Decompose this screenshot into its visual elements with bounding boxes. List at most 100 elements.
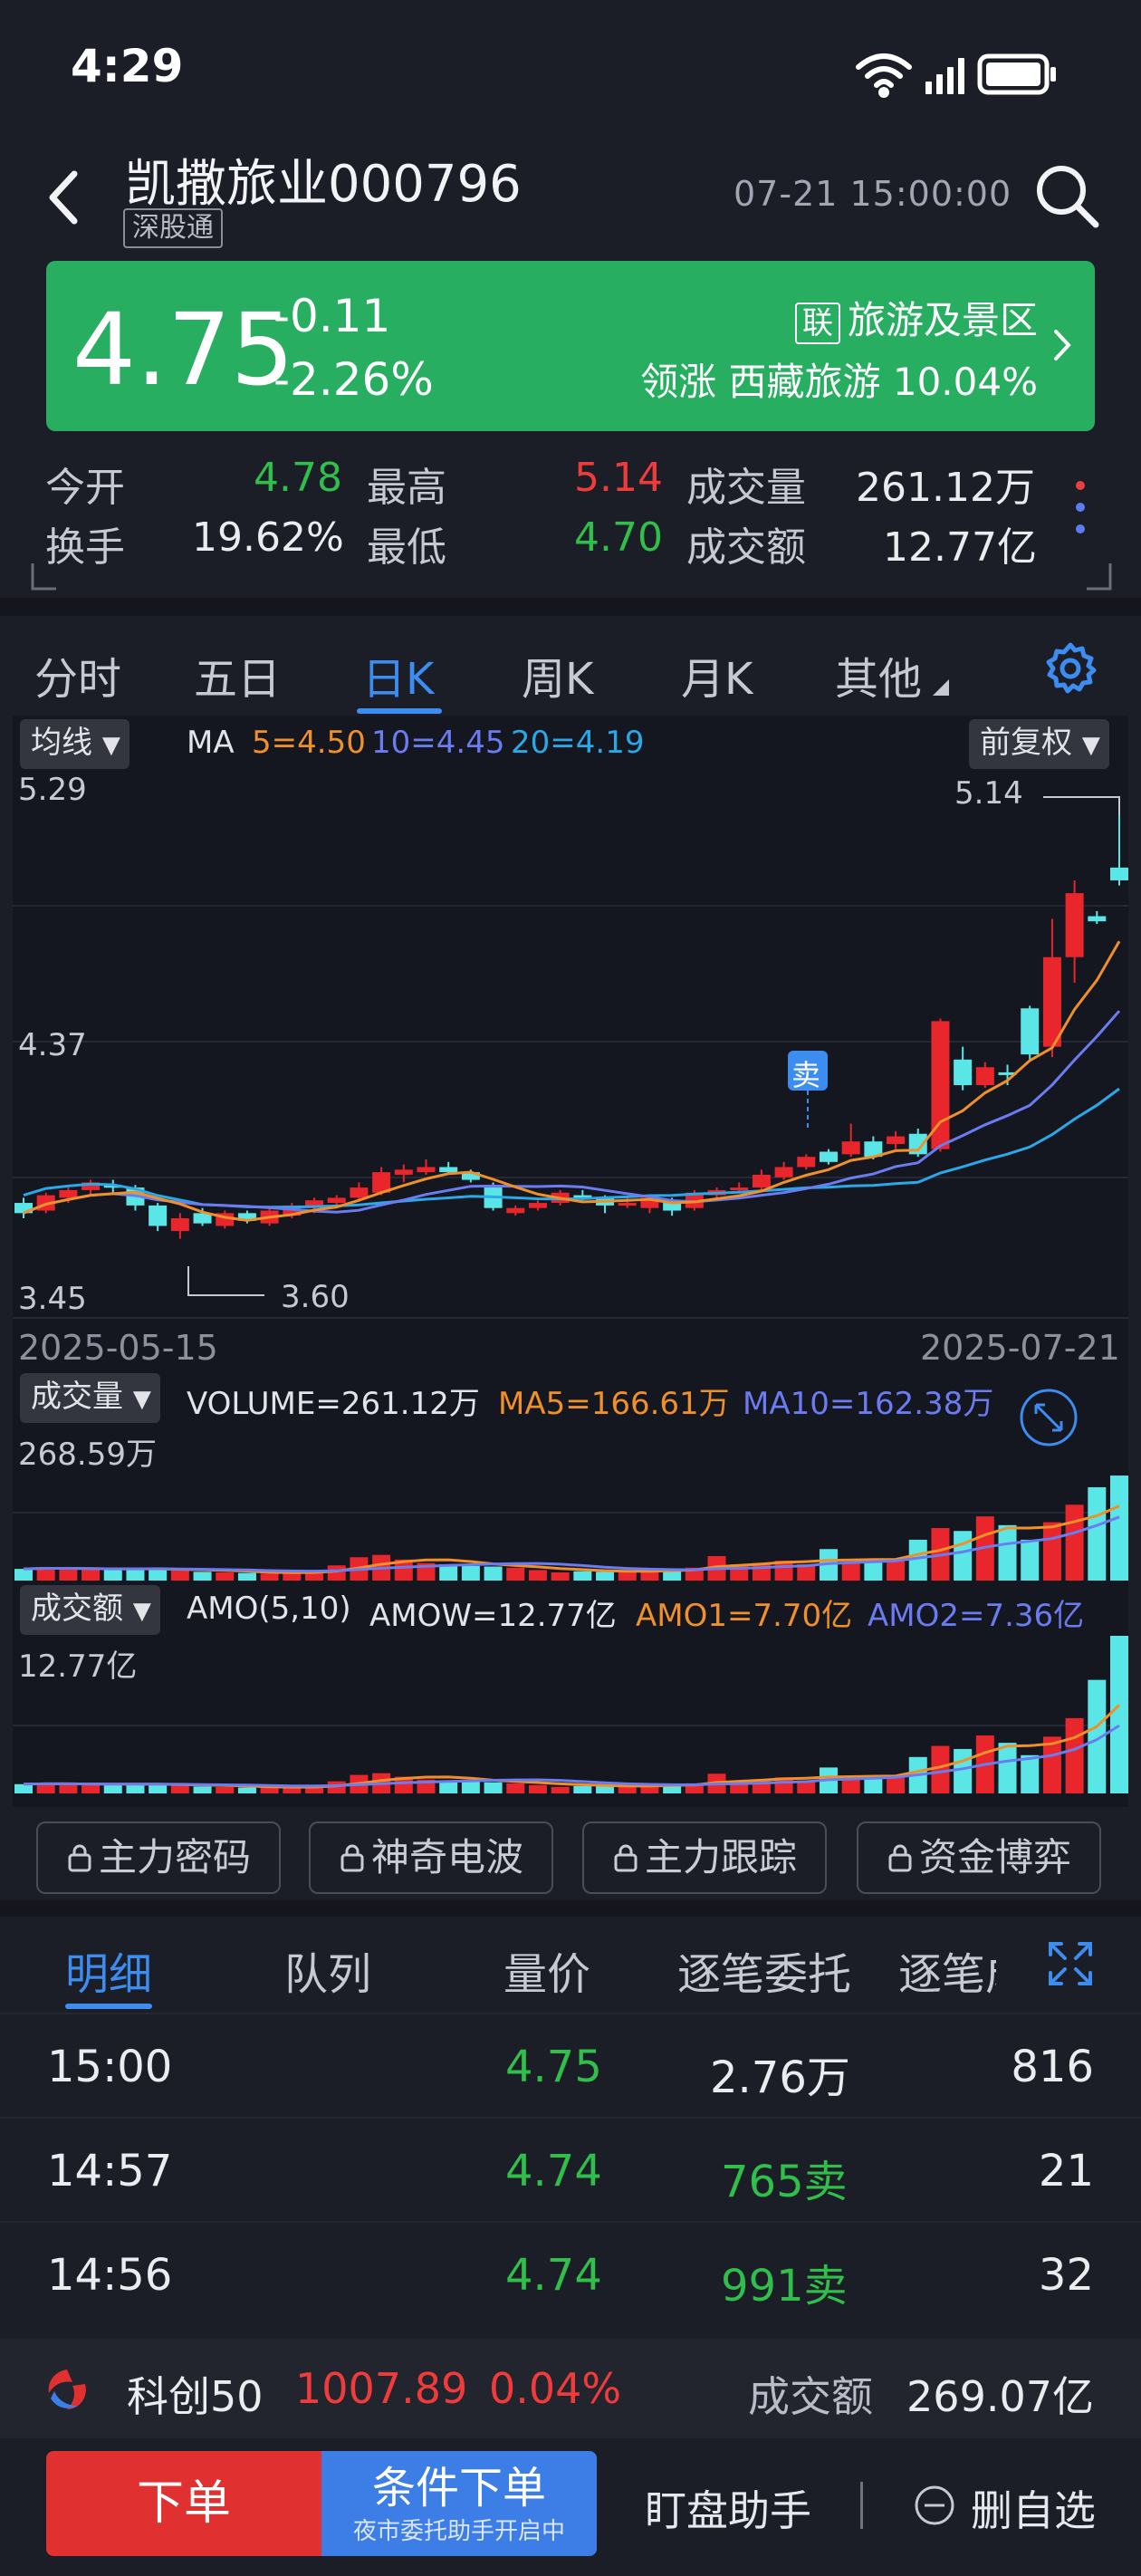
ma-label: MA xyxy=(187,725,235,761)
volume-bar xyxy=(103,1570,122,1581)
volume-bar xyxy=(170,1571,189,1581)
tab-daily-k[interactable]: 日K xyxy=(362,654,435,705)
amount-bar xyxy=(82,1784,101,1793)
volume-bar xyxy=(216,1572,235,1581)
index-logo-icon xyxy=(48,2369,86,2409)
amount-bar xyxy=(1110,1636,1128,1793)
amo1-legend: AMO1=7.70亿 xyxy=(636,1598,853,1634)
candle-body xyxy=(841,1141,860,1155)
signal-icon xyxy=(925,58,964,94)
amount-bar xyxy=(618,1785,637,1793)
index-ticker-bar[interactable]: 科创50 1007.89 0.04% 成交额 269.07亿 xyxy=(0,2339,1141,2438)
volume-bar xyxy=(394,1559,413,1581)
gear-icon[interactable] xyxy=(1043,641,1098,696)
tab-other[interactable]: 其他 xyxy=(835,654,923,705)
volume-bar xyxy=(305,1571,324,1581)
search-icon[interactable] xyxy=(1031,159,1103,232)
status-icons xyxy=(856,53,1056,98)
candle-body xyxy=(14,1203,33,1214)
amount-bar xyxy=(216,1786,235,1793)
tab-intraday[interactable]: 分时 xyxy=(34,654,122,705)
volume-bar xyxy=(797,1563,816,1581)
watch-helper-button[interactable]: 盯盘助手 xyxy=(645,2486,811,2535)
volume-bar xyxy=(82,1569,101,1581)
amount-dropdown[interactable]: 成交额 ▼ xyxy=(20,1585,160,1635)
candle-body xyxy=(461,1172,480,1180)
remove-watchlist-button[interactable]: 删自选 xyxy=(971,2486,1096,2535)
adjust-dropdown[interactable]: 前复权 ▼ xyxy=(969,719,1109,769)
ma10-line xyxy=(23,1010,1121,1215)
section-divider xyxy=(0,598,1141,616)
tab-order-by-order[interactable]: 逐笔委托 xyxy=(677,1949,852,2000)
capital-game-button[interactable]: 资金博弈 xyxy=(857,1821,1101,1894)
index-name: 科创50 xyxy=(127,2372,264,2421)
volume-dropdown[interactable]: 成交量 ▼ xyxy=(20,1373,160,1423)
more-dots-icon[interactable] xyxy=(1074,478,1087,536)
y-axis-mid: 4.37 xyxy=(18,1027,87,1063)
price-change-pct: -2.26% xyxy=(273,353,434,406)
amount-bar xyxy=(394,1776,413,1793)
minus-circle-icon[interactable] xyxy=(913,2484,956,2527)
high-marker: 5.14 xyxy=(954,775,1023,812)
trade-time: 14:56 xyxy=(47,2250,173,2301)
candle-body xyxy=(931,1021,950,1149)
candle-body xyxy=(372,1172,391,1193)
amount-bar xyxy=(797,1780,816,1793)
tab-monthly-k[interactable]: 月K xyxy=(681,654,753,705)
sector-tag: 联 xyxy=(794,303,840,344)
volume-bar xyxy=(14,1569,33,1581)
sector-link[interactable]: 联旅游及景区 xyxy=(794,290,1038,345)
lock-icon xyxy=(68,1844,91,1872)
amount-bar xyxy=(193,1786,212,1793)
candle-body xyxy=(149,1205,168,1226)
conditional-order-sub: 夜市委托助手开启中 xyxy=(352,2518,565,2545)
amount-bar xyxy=(126,1783,145,1793)
date-end: 2025-07-21 xyxy=(920,1328,1120,1368)
volume-bar xyxy=(1088,1486,1107,1581)
tab-trade-by-trade[interactable]: 逐笔成 xyxy=(898,1949,996,2000)
volume-bar xyxy=(59,1568,78,1581)
zoom-icon[interactable] xyxy=(1020,1389,1078,1447)
tab-weekly-k[interactable]: 周K xyxy=(522,654,594,705)
place-order-button[interactable]: 下单 xyxy=(46,2451,321,2556)
quote-card[interactable] xyxy=(46,261,1095,431)
trade-price: 4.74 xyxy=(505,2146,602,2196)
magic-wave-button[interactable]: 神奇电波 xyxy=(309,1821,553,1894)
y-axis-bottom: 3.45 xyxy=(18,1281,87,1317)
chevron-right-icon[interactable] xyxy=(1049,322,1076,368)
table-row: 14:57 4.74 765卖 21 xyxy=(0,2117,1141,2221)
candle-body xyxy=(1065,893,1084,957)
volume-bar xyxy=(36,1567,55,1581)
back-icon[interactable] xyxy=(40,161,94,234)
quote-datetime: 07-21 15:00:00 xyxy=(734,174,1012,214)
amo-legend: AMO(5,10) xyxy=(187,1591,351,1627)
candle-body xyxy=(1021,1008,1040,1055)
candle-body xyxy=(752,1174,771,1188)
sell-badge[interactable]: 卖 xyxy=(791,1058,821,1092)
trade-volume: 991卖 xyxy=(721,2261,848,2312)
volume-bar xyxy=(1110,1475,1128,1581)
tab-queue[interactable]: 队列 xyxy=(284,1949,372,2000)
tab-detail[interactable]: 明细 xyxy=(65,1949,153,2000)
open-label: 今开 xyxy=(45,465,125,511)
main-force-code-button[interactable]: 主力密码 xyxy=(36,1821,281,1894)
status-bar: 4:29 xyxy=(0,0,1141,136)
kline-chart[interactable] xyxy=(0,716,1141,1807)
amount-bar xyxy=(506,1783,525,1793)
ma5-value: 5=4.50 xyxy=(252,725,366,761)
lock-icon xyxy=(340,1844,364,1872)
tab-volume-price[interactable]: 量价 xyxy=(503,1949,591,2000)
indicator-dropdown[interactable]: 均线 ▼ xyxy=(20,719,129,769)
chart-grid xyxy=(13,905,1128,1726)
candle-body xyxy=(954,1059,973,1086)
amount-bar xyxy=(283,1786,302,1793)
tab-five-day[interactable]: 五日 xyxy=(194,654,282,705)
stock-name: 凯撒旅业 xyxy=(125,155,328,214)
main-force-track-button[interactable]: 主力跟踪 xyxy=(582,1821,827,1894)
shenzhen-connect-tag: 深股通 xyxy=(123,208,223,248)
expand-icon[interactable] xyxy=(1047,1940,1094,1987)
sell-badge-group[interactable] xyxy=(788,1051,828,1128)
candle-body xyxy=(327,1197,346,1204)
lead-pct: 10.04% xyxy=(892,360,1038,404)
conditional-order-button[interactable]: 条件下单 夜市委托助手开启中 xyxy=(321,2451,597,2556)
